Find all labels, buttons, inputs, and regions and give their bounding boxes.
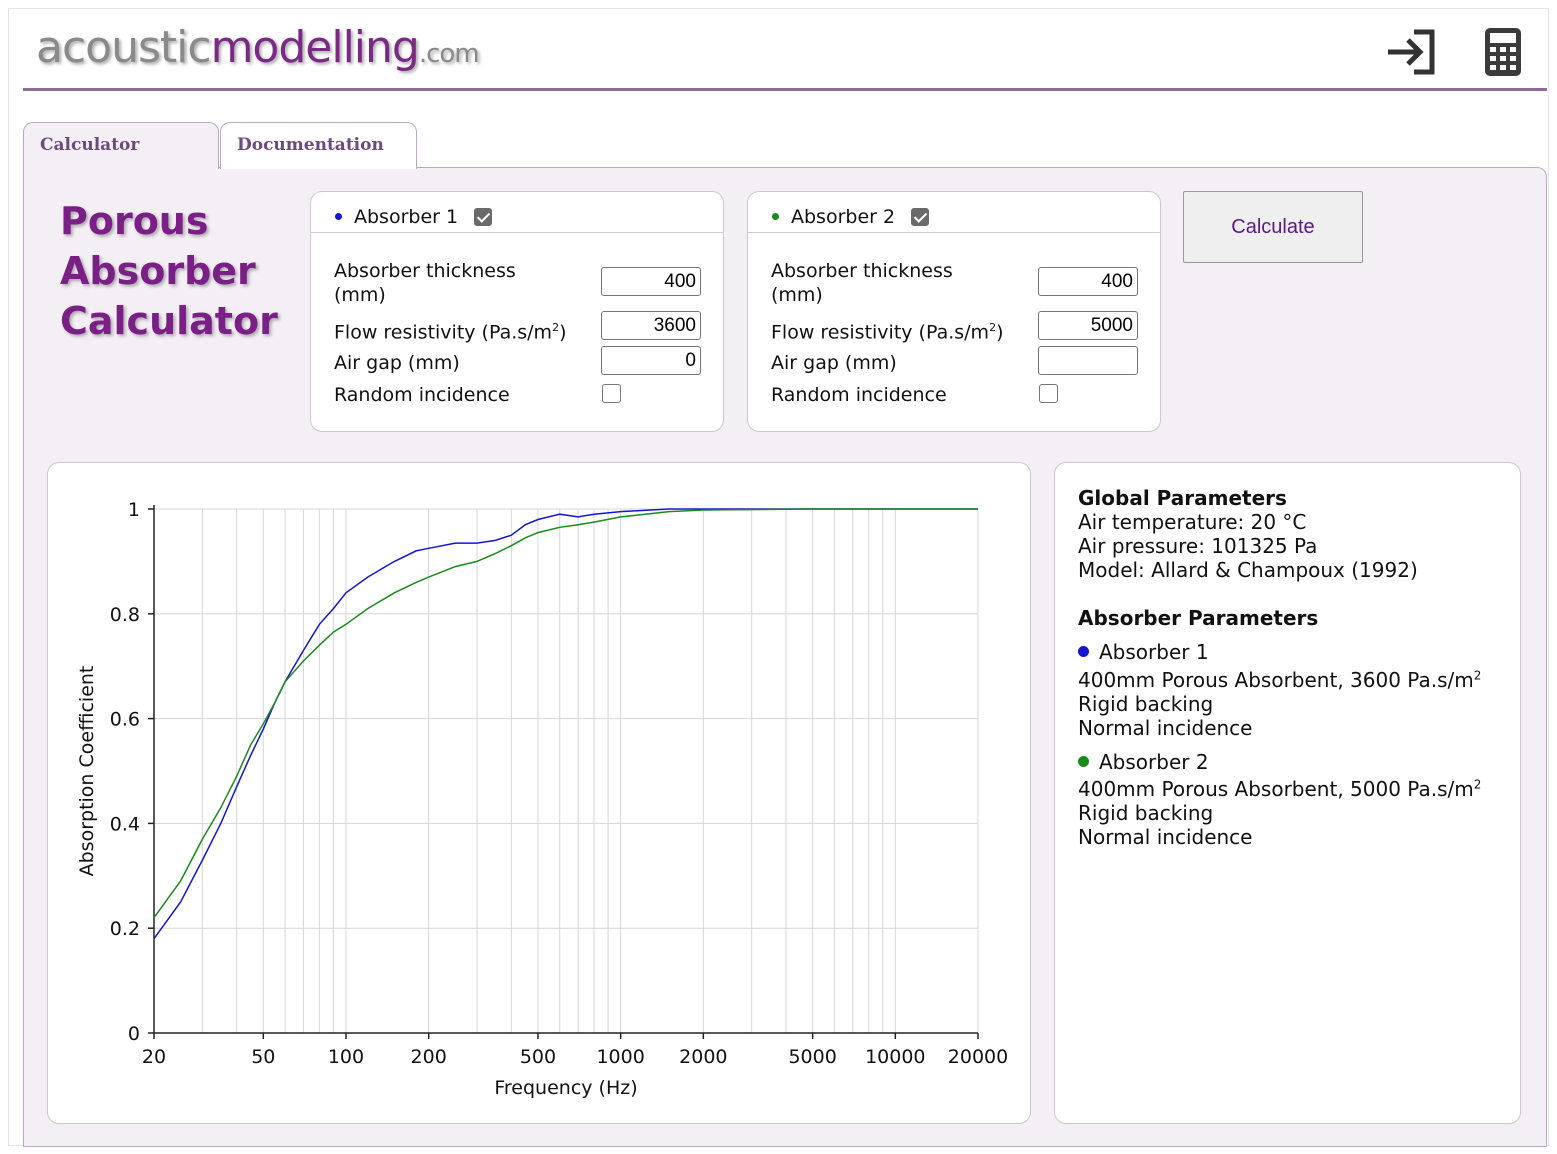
- page-title: Porous Absorber Calculator: [60, 199, 278, 343]
- absorber-parameters-heading: Absorber Parameters: [1078, 606, 1319, 630]
- absorber-1-panel: Absorber 1 Absorber thickness(mm) Flow r…: [310, 191, 724, 432]
- absorber-2-thickness-input[interactable]: [1038, 267, 1138, 296]
- absorber-2-info-incidence: Normal incidence: [1078, 825, 1253, 849]
- thickness-label: Absorber thickness (mm): [334, 260, 516, 306]
- absorber-2-panel: Absorber 2 Absorber thickness(mm) Flow r…: [747, 191, 1161, 432]
- y-tick-label: 0.4: [110, 813, 140, 835]
- absorber-1-info-incidence: Normal incidence: [1078, 716, 1253, 740]
- header-divider: [23, 88, 1547, 91]
- x-tick-label: 1000: [596, 1046, 644, 1068]
- y-axis-label: Absorption Coefficient: [76, 666, 98, 877]
- sign-in-icon[interactable]: [1384, 26, 1438, 78]
- absorber-1-enable-checkbox[interactable]: [474, 207, 493, 226]
- x-tick-label: 50: [251, 1046, 275, 1068]
- calculate-button[interactable]: Calculate: [1183, 191, 1363, 263]
- absorber-2-airgap-input[interactable]: [1038, 346, 1138, 375]
- y-tick-label: 0.2: [110, 918, 140, 940]
- x-tick-label: 100: [328, 1046, 364, 1068]
- x-tick-label: 10000: [865, 1046, 925, 1068]
- absorber-1-bullet-icon: [1078, 646, 1089, 657]
- y-tick-label: 0.8: [110, 604, 140, 626]
- x-tick-label: 200: [411, 1046, 447, 1068]
- absorber-1-info-desc: 400mm Porous Absorbent, 3600 Pa.s/m2: [1078, 668, 1482, 692]
- tab-calculator[interactable]: Calculator: [23, 122, 219, 169]
- site-logo[interactable]: acousticmodelling.com: [36, 22, 480, 73]
- absorber-1-info-backing: Rigid backing: [1078, 692, 1214, 716]
- series-line-absorber-2: [153, 508, 978, 919]
- series-line-absorber-1: [153, 508, 978, 940]
- x-tick-label: 20000: [948, 1046, 1008, 1068]
- absorber-1-flow-input[interactable]: [601, 311, 701, 340]
- global-parameters-heading: Global Parameters: [1078, 486, 1287, 510]
- y-tick-label: 0: [128, 1023, 140, 1045]
- absorber-2-info-name: Absorber 2: [1078, 750, 1209, 774]
- x-tick-label: 20: [142, 1046, 166, 1068]
- absorber-2-info-backing: Rigid backing: [1078, 801, 1214, 825]
- absorber-2-enable-checkbox[interactable]: [911, 207, 930, 226]
- y-tick-label: 0.6: [110, 709, 140, 731]
- absorber-2-random-checkbox[interactable]: [1039, 384, 1058, 403]
- random-incidence-label: Random incidence: [334, 384, 510, 406]
- absorber-2-info-desc: 400mm Porous Absorbent, 5000 Pa.s/m2: [1078, 777, 1482, 801]
- air-pressure-text: Air pressure: 101325 Pa: [1078, 534, 1318, 558]
- absorption-chart: 0 0.2 0.4 0.6 0.8 1 20 50 100 200 500 1000 2000 5000 1…: [47, 462, 1031, 1124]
- x-axis-label: Frequency (Hz): [494, 1077, 637, 1099]
- x-tick-label: 2000: [679, 1046, 727, 1068]
- absorber-1-title: Absorber 1: [354, 205, 459, 228]
- absorber-1-airgap-input[interactable]: [601, 346, 701, 375]
- random-incidence-label: Random incidence: [771, 384, 947, 406]
- tab-documentation[interactable]: Documentation: [220, 122, 417, 169]
- chart-svg: 0 0.2 0.4 0.6 0.8 1 20 50 100 200 500 1000 2000 5000 1…: [76, 499, 1008, 1099]
- absorber-1-color-dot: [335, 213, 342, 220]
- absorber-2-color-dot: [772, 213, 779, 220]
- model-text: Model: Allard & Champoux (1992): [1078, 558, 1418, 582]
- absorber-1-info-name: Absorber 1: [1078, 640, 1209, 664]
- air-gap-label: Air gap (mm): [771, 352, 897, 374]
- absorber-1-header: Absorber 1: [311, 192, 723, 233]
- flow-resistivity-label: Flow resistivity (Pa.s/m2): [334, 321, 567, 344]
- absorber-2-title: Absorber 2: [791, 205, 896, 228]
- parameters-panel: Global Parameters Air temperature: 20 °C…: [1054, 462, 1521, 1124]
- thickness-label: Absorber thickness (mm): [771, 260, 953, 306]
- y-tick-label: 1: [128, 499, 140, 521]
- calculator-icon[interactable]: [1480, 26, 1534, 78]
- absorber-1-random-checkbox[interactable]: [602, 384, 621, 403]
- air-gap-label: Air gap (mm): [334, 352, 460, 374]
- x-tick-label: 500: [520, 1046, 556, 1068]
- absorber-2-flow-input[interactable]: [1038, 311, 1138, 340]
- absorber-1-thickness-input[interactable]: [601, 267, 701, 296]
- x-tick-label: 5000: [788, 1046, 836, 1068]
- absorber-2-header: Absorber 2: [748, 192, 1160, 233]
- air-temperature-text: Air temperature: 20 °C: [1078, 510, 1307, 534]
- absorber-2-bullet-icon: [1078, 756, 1089, 767]
- flow-resistivity-label: Flow resistivity (Pa.s/m2): [771, 321, 1004, 344]
